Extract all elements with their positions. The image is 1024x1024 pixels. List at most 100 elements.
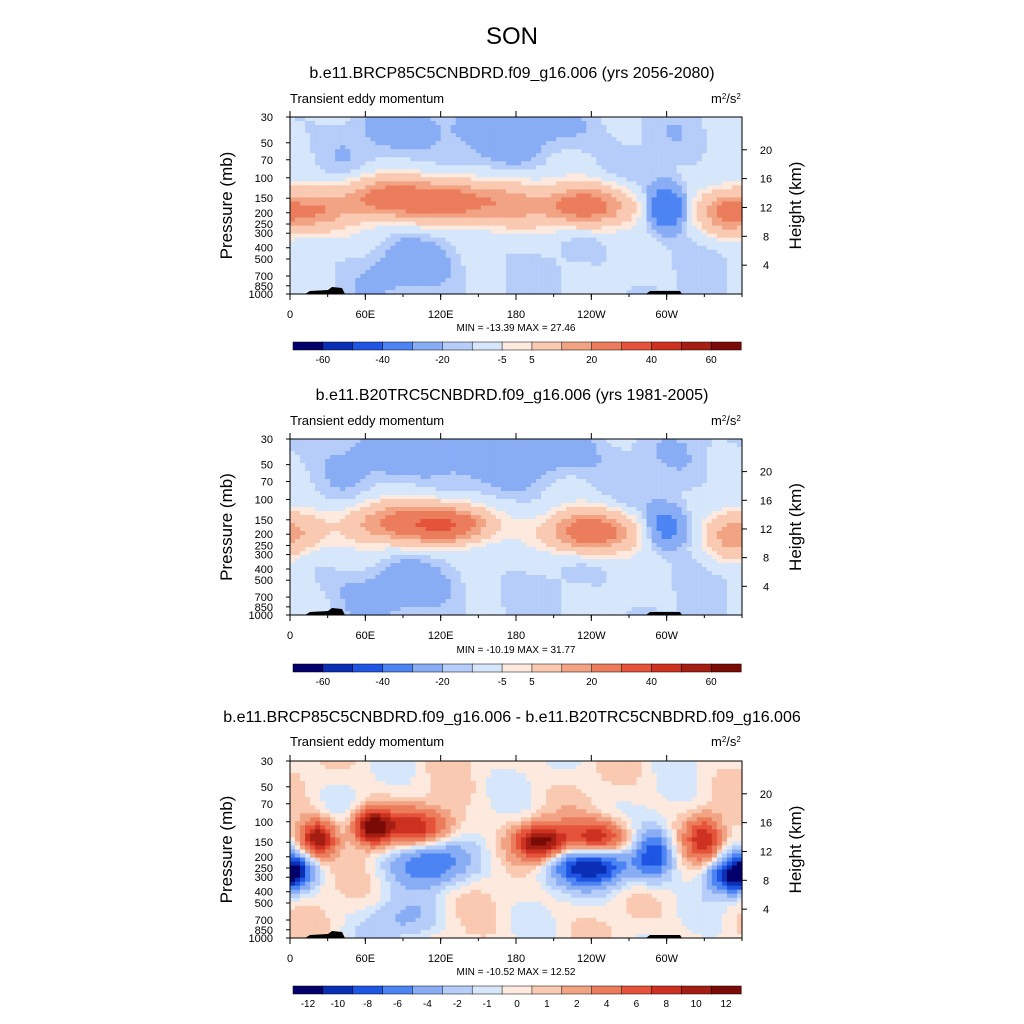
field-cell xyxy=(731,149,738,154)
field-cell xyxy=(651,189,658,195)
field-cell xyxy=(686,451,693,456)
field-cell xyxy=(581,137,587,142)
field-cell xyxy=(681,467,688,472)
field-cell xyxy=(345,233,351,239)
field-cell xyxy=(345,471,351,476)
field-cell xyxy=(661,249,668,255)
field-cell xyxy=(405,269,412,275)
field-cell xyxy=(601,193,607,199)
field-cell xyxy=(305,451,311,456)
field-cell xyxy=(586,141,592,146)
field-cell xyxy=(400,201,407,207)
field-cell xyxy=(636,269,643,275)
field-cell xyxy=(611,185,618,191)
field-cell xyxy=(601,257,607,263)
field-cell xyxy=(375,217,381,223)
field-cell xyxy=(480,213,487,219)
field-cell xyxy=(596,467,602,472)
field-cell xyxy=(661,471,668,476)
field-cell xyxy=(726,273,733,279)
field-cell xyxy=(345,273,351,279)
field-cell xyxy=(305,165,311,170)
field-cell xyxy=(691,205,698,211)
field-cell xyxy=(726,205,733,211)
field-cell xyxy=(676,177,683,182)
field-cell xyxy=(691,463,698,468)
field-cell xyxy=(526,229,532,235)
field-cell xyxy=(646,129,653,134)
field-cell xyxy=(576,169,582,174)
field-cell xyxy=(716,169,723,174)
field-cell xyxy=(405,181,412,186)
field-cell xyxy=(335,479,341,484)
field-cell xyxy=(611,197,618,203)
field-cell xyxy=(736,249,743,255)
field-cell xyxy=(455,253,462,259)
field-cell xyxy=(500,209,507,215)
field-cell xyxy=(390,197,397,203)
field-cell xyxy=(490,269,497,275)
field-cell xyxy=(435,205,442,211)
field-cell xyxy=(586,471,592,476)
field-cell xyxy=(405,145,412,150)
field-cell xyxy=(465,249,472,255)
units-part: /s xyxy=(726,413,737,428)
field-cell xyxy=(505,177,512,182)
field-cell xyxy=(561,273,567,279)
field-cell xyxy=(325,141,331,146)
field-cell xyxy=(485,185,492,191)
field-cell xyxy=(541,281,547,287)
field-cell xyxy=(516,133,522,138)
field-cell xyxy=(516,193,522,199)
field-cell xyxy=(340,153,346,158)
field-cell xyxy=(440,153,447,158)
field-cell xyxy=(330,201,336,207)
field-cell xyxy=(310,471,316,476)
field-cell xyxy=(586,213,592,219)
field-cell xyxy=(485,137,492,142)
field-cell xyxy=(541,273,547,279)
field-cell xyxy=(300,439,306,444)
field-cell xyxy=(305,205,311,211)
field-cell xyxy=(375,459,381,464)
field-cell xyxy=(716,467,723,472)
field-cell xyxy=(641,463,648,468)
field-cell xyxy=(586,157,592,162)
field-cell xyxy=(681,157,688,162)
field-cell xyxy=(495,169,502,174)
field-cell xyxy=(581,161,587,166)
field-cell xyxy=(480,137,487,142)
field-cell xyxy=(731,443,738,448)
field-cell xyxy=(686,261,693,267)
field-cell xyxy=(340,161,346,166)
field-cell xyxy=(656,281,663,287)
field-cell xyxy=(430,165,437,170)
field-cell xyxy=(350,245,356,251)
field-cell xyxy=(330,459,336,464)
field-cell xyxy=(706,273,713,279)
field-cell xyxy=(721,129,728,134)
field-cell xyxy=(696,443,703,448)
field-cell xyxy=(455,189,462,195)
field-cell xyxy=(611,257,618,263)
field-cell xyxy=(706,451,713,456)
field-cell xyxy=(696,273,703,279)
field-cell xyxy=(621,117,628,122)
field-cell xyxy=(536,133,542,138)
field-cell xyxy=(726,455,733,460)
field-cell xyxy=(606,289,613,295)
field-cell xyxy=(475,447,482,452)
field-cell xyxy=(330,277,336,283)
field-cell xyxy=(566,153,572,158)
field-cell xyxy=(721,177,728,182)
field-cell xyxy=(536,443,542,448)
field-cell xyxy=(315,467,321,472)
field-cell xyxy=(500,225,507,231)
field-cell xyxy=(470,161,477,166)
field-cell xyxy=(445,217,452,223)
field-cell xyxy=(495,277,502,283)
field-cell xyxy=(591,277,597,283)
field-cell xyxy=(335,245,341,251)
field-cell xyxy=(551,285,557,291)
field-cell xyxy=(305,217,311,223)
